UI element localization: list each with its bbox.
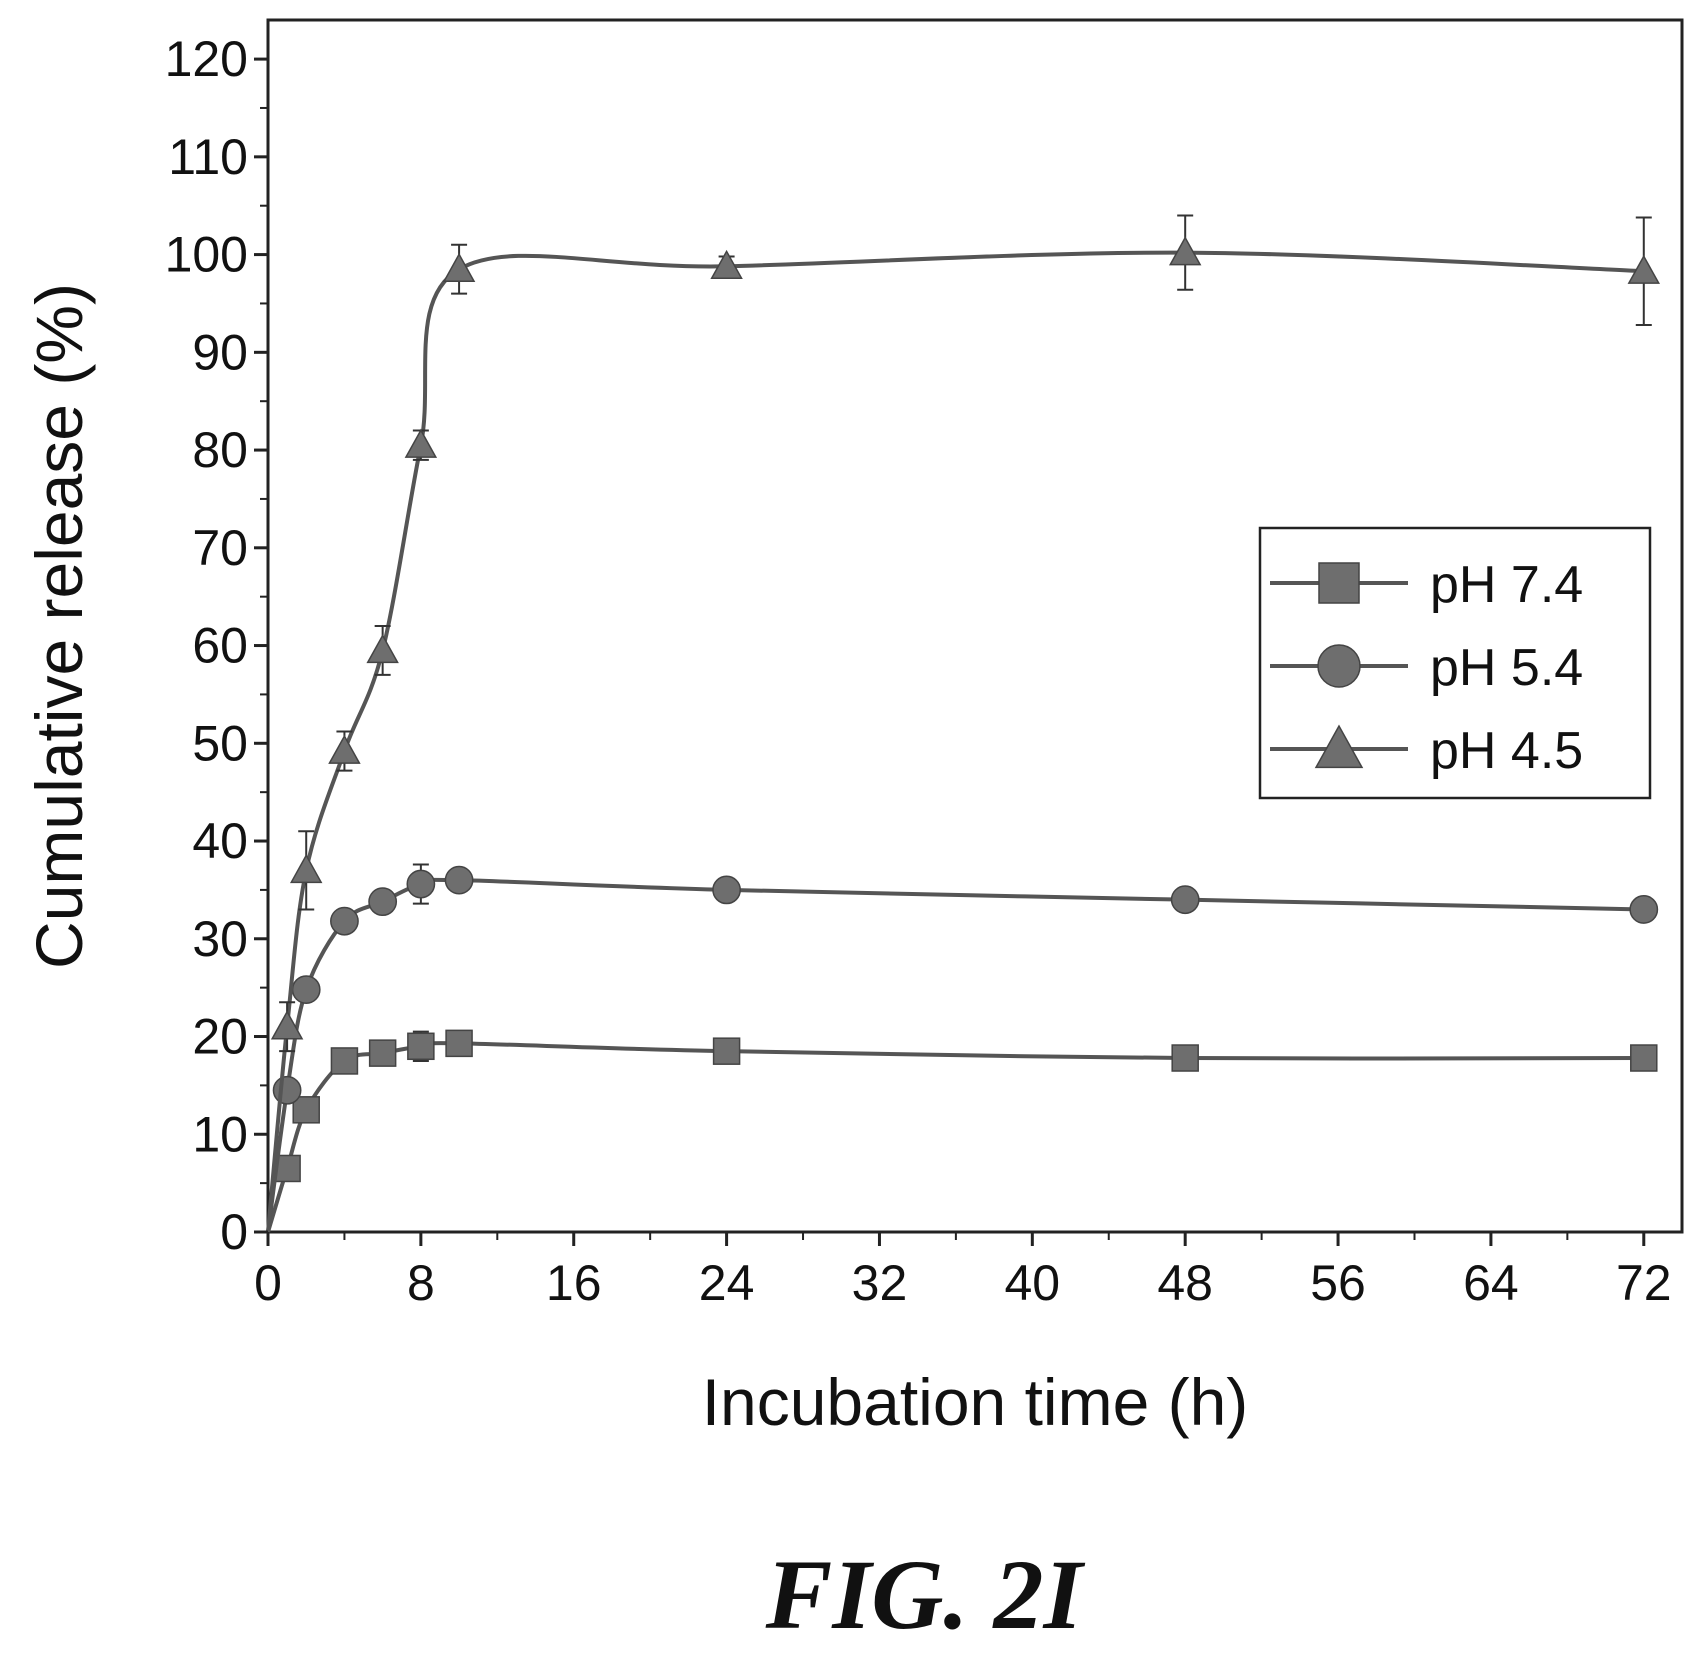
y-tick-label: 60 [192, 618, 248, 674]
y-tick-label: 110 [168, 129, 248, 185]
y-tick-label: 40 [192, 813, 248, 869]
series-triangle [266, 214, 1661, 1233]
x-tick-label: 56 [1310, 1255, 1366, 1311]
data-point [710, 249, 743, 280]
y-axis: 0 10 20 30 40 50 60 70 80 90 100 110 120 [165, 31, 268, 1260]
y-tick-label: 0 [220, 1204, 248, 1260]
x-axis-title: Incubation time (h) [702, 1365, 1249, 1439]
data-point [1171, 1044, 1199, 1072]
x-tick-label: 72 [1616, 1255, 1672, 1311]
data-point [442, 252, 476, 282]
legend-entries: pH 7.4 pH 5.4 pH 4.5 [1270, 556, 1583, 780]
y-tick-label: 50 [192, 715, 248, 771]
data-point [444, 865, 474, 895]
data-point [368, 887, 398, 917]
data-point [366, 633, 399, 664]
legend: pH 7.4 pH 5.4 pH 4.5 [1258, 526, 1652, 800]
x-tick-label: 48 [1157, 1255, 1213, 1311]
legend-label: pH 5.4 [1430, 639, 1583, 697]
data-point [406, 869, 436, 899]
data-point [292, 1096, 320, 1124]
data-point [712, 1037, 741, 1065]
y-tick-label: 20 [192, 1009, 248, 1065]
y-tick-label: 70 [192, 520, 248, 576]
y-tick-label: 100 [165, 227, 248, 283]
x-tick-label: 0 [254, 1255, 282, 1311]
x-tick-label: 8 [407, 1255, 435, 1311]
plot-area [266, 18, 1684, 1234]
data-point [289, 853, 323, 884]
series-layer [266, 214, 1661, 1233]
figure-caption: FIG. 2I [765, 1539, 1086, 1650]
series-square [266, 1029, 1658, 1233]
x-axis: 0 8 16 24 32 40 48 56 64 72 [254, 1232, 1672, 1311]
data-point [368, 1039, 397, 1067]
plot-frame [266, 18, 1684, 1234]
x-tick-label: 16 [546, 1255, 602, 1311]
y-tick-label: 120 [165, 31, 248, 87]
y-tick-label: 80 [192, 422, 248, 478]
x-tick-label: 32 [852, 1255, 908, 1311]
data-point [404, 428, 438, 458]
data-point [330, 906, 359, 936]
y-tick-label: 90 [192, 324, 248, 380]
data-point [445, 1029, 473, 1058]
y-axis-title: Cumulative release (%) [22, 283, 96, 969]
y-tick-label: 10 [192, 1106, 248, 1162]
legend-label: pH 4.5 [1430, 722, 1583, 780]
legend-marker-square [1318, 562, 1360, 604]
legend-marker-triangle [1314, 724, 1364, 769]
legend-label: pH 7.4 [1430, 556, 1583, 614]
data-point [1168, 236, 1202, 266]
legend-marker-circle [1317, 644, 1361, 688]
data-point [1629, 895, 1659, 924]
data-point [291, 975, 321, 1004]
data-point [712, 875, 741, 905]
x-tick-label: 24 [699, 1255, 755, 1311]
series-line [266, 1041, 1644, 1233]
x-tick-label: 64 [1463, 1255, 1519, 1311]
data-point [330, 1047, 359, 1075]
x-tick-label: 40 [1005, 1255, 1061, 1311]
series-circle [266, 863, 1659, 1233]
data-point [1170, 885, 1200, 915]
data-point [328, 734, 361, 764]
series-line [266, 250, 1644, 1233]
data-point [270, 1010, 304, 1040]
data-point [272, 1075, 302, 1105]
data-point [407, 1032, 435, 1061]
data-point [1627, 254, 1661, 284]
data-point [1630, 1044, 1658, 1072]
y-tick-label: 30 [192, 911, 248, 967]
